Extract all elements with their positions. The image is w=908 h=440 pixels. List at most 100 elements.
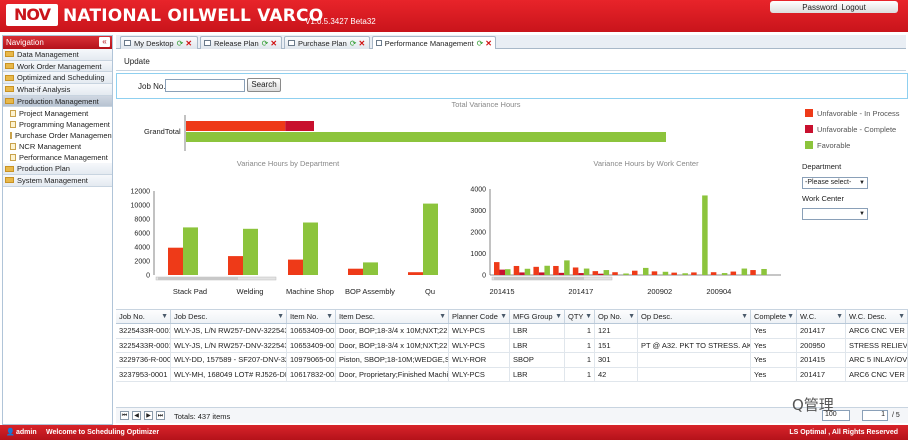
filter-icon[interactable]: ▼ xyxy=(898,313,905,320)
bar-dept-in-process xyxy=(348,268,363,275)
grid-body: 3225433R-0001 WLY-JS, L/N RW257-DNV-32254… xyxy=(116,324,908,382)
bar-dept-favorable xyxy=(183,227,198,275)
column-header-label: Job Desc. xyxy=(174,312,208,321)
nav-subitem-ncr-management[interactable]: NCR Management xyxy=(3,141,112,152)
search-button[interactable]: Search xyxy=(247,78,281,92)
bar-workcenter xyxy=(750,270,756,275)
table-row[interactable]: 3237953-0001 WLY-MH, 168049 LOT# RJ526-DN… xyxy=(116,367,908,382)
filter-icon[interactable]: ▼ xyxy=(836,313,843,320)
y-tick-label: 4000 xyxy=(134,245,150,252)
close-icon[interactable]: ✕ xyxy=(485,38,492,48)
first-page-icon[interactable]: ⏮ xyxy=(120,411,129,420)
nav-item-system-management[interactable]: System Management xyxy=(3,175,112,187)
column-header[interactable]: W.C. ▼ xyxy=(797,310,846,323)
column-header[interactable]: Op Desc. ▼ xyxy=(638,310,751,323)
work-center-select[interactable]: ▼ xyxy=(802,208,868,220)
refresh-icon[interactable]: ⟳ xyxy=(476,38,484,48)
table-cell: WLY-JS, L/N RW257-DNV-3225433 xyxy=(171,338,287,352)
x-tick-label: Stack Pad xyxy=(173,287,207,296)
x-tick-label: 201417 xyxy=(568,287,593,296)
nav-item-optimized-scheduling[interactable]: Optimized and Scheduling xyxy=(3,72,112,85)
nav-item-what-if-analysis[interactable]: What-if Analysis xyxy=(3,84,112,96)
table-cell: 151 xyxy=(595,338,638,352)
tab-my-desktop[interactable]: My Desktop ⟳ ✕ xyxy=(120,36,198,49)
column-header[interactable]: Planner Code ▼ xyxy=(449,310,510,323)
close-icon[interactable]: ✕ xyxy=(185,38,193,48)
password-button[interactable]: Password xyxy=(802,2,838,12)
column-header[interactable]: Item Desc. ▼ xyxy=(336,310,449,323)
filter-icon[interactable]: ▼ xyxy=(787,313,794,320)
column-header[interactable]: QTY ▼ xyxy=(565,310,595,323)
bar-dept-in-process xyxy=(288,259,303,275)
column-header[interactable]: Complete ▼ xyxy=(751,310,797,323)
bar-workcenter xyxy=(572,267,579,275)
search-bar: Job No. Search xyxy=(116,73,908,99)
department-select-value: -Please select- xyxy=(805,179,852,186)
nav-subitem-programming-management[interactable]: Programming Management xyxy=(3,119,112,130)
filter-icon[interactable]: ▼ xyxy=(439,313,446,320)
bar-workcenter xyxy=(632,270,638,275)
nav-item-work-order-management[interactable]: Work Order Management xyxy=(3,60,112,73)
filter-icon[interactable]: ▼ xyxy=(628,313,635,320)
bar-workcenter xyxy=(730,271,737,275)
filter-icon[interactable]: ▼ xyxy=(161,313,168,320)
tab-release-plan[interactable]: Release Plan ⟳ ✕ xyxy=(200,36,282,49)
nav-item-production-management[interactable]: Production Management xyxy=(3,95,112,108)
column-header[interactable]: Op No. ▼ xyxy=(595,310,638,323)
work-center-label: Work Center xyxy=(802,194,844,203)
nav-subitem-purchase-order-management[interactable]: Purchase Order Management xyxy=(3,130,112,141)
update-button[interactable]: Update xyxy=(124,57,150,66)
filter-icon[interactable]: ▼ xyxy=(277,313,284,320)
column-header[interactable]: MFG Group ▼ xyxy=(510,310,565,323)
column-header[interactable]: Job Desc. ▼ xyxy=(171,310,287,323)
bar-workcenter xyxy=(623,273,629,275)
table-row[interactable]: 3229736-R-0001 WLY-DD, 157589 - SF207-DNV… xyxy=(116,353,908,368)
job-no-input[interactable] xyxy=(165,79,245,92)
close-icon[interactable]: ✕ xyxy=(358,38,366,48)
table-cell: LBR xyxy=(510,338,565,352)
next-page-icon[interactable]: ▶ xyxy=(144,411,153,420)
nav-item-label: What-if Analysis xyxy=(17,84,71,94)
column-header[interactable]: Item No. ▼ xyxy=(287,310,336,323)
folder-icon xyxy=(5,51,14,58)
column-header[interactable]: Job No. ▼ xyxy=(116,310,171,323)
page-size-select[interactable]: 100 xyxy=(822,410,850,421)
table-cell: WLY-PCS xyxy=(449,324,510,338)
nav-subitem-performance-management[interactable]: Performance Management xyxy=(3,152,112,163)
table-row[interactable]: 3225433R-0001 WLY-JS, L/N RW257-DNV-32254… xyxy=(116,338,908,353)
table-cell: 10617832-001 xyxy=(287,367,336,381)
legend-swatch-complete xyxy=(805,125,813,133)
prev-page-icon[interactable]: ◀ xyxy=(132,411,141,420)
tab-purchase-plan[interactable]: Purchase Plan ⟳ ✕ xyxy=(284,36,370,49)
filter-icon[interactable]: ▼ xyxy=(585,313,592,320)
legend-swatch-in-process xyxy=(805,109,813,117)
filter-icon[interactable]: ▼ xyxy=(500,313,507,320)
bar-workcenter xyxy=(553,265,559,275)
filter-icon[interactable]: ▼ xyxy=(741,313,748,320)
nav-item-data-management[interactable]: Data Management xyxy=(3,49,112,61)
table-cell: WLY-JS, L/N RW257-DNV-3225433 xyxy=(171,324,287,338)
table-row[interactable]: 3225433R-0001 WLY-JS, L/N RW257-DNV-32254… xyxy=(116,324,908,339)
refresh-icon[interactable]: ⟳ xyxy=(176,38,184,48)
table-cell: WLY-PCS xyxy=(449,367,510,381)
filter-icon[interactable]: ▼ xyxy=(555,313,562,320)
logout-button[interactable]: Logout xyxy=(841,2,866,12)
nav-item-production-plan[interactable]: Production Plan xyxy=(3,163,112,176)
column-header[interactable]: W.C. Desc. ▼ xyxy=(846,310,908,323)
bar-workcenter xyxy=(564,260,570,275)
tab-performance-management[interactable]: Performance Management ⟳ ✕ xyxy=(372,36,496,49)
department-select[interactable]: -Please select- ▼ xyxy=(802,177,868,189)
page-number-input[interactable]: 1 xyxy=(862,410,888,421)
last-page-icon[interactable]: ⏭ xyxy=(156,411,165,420)
column-header-label: Complete xyxy=(754,312,787,321)
folder-icon xyxy=(5,177,14,184)
collapse-icon[interactable]: « xyxy=(99,37,110,47)
filter-icon[interactable]: ▼ xyxy=(326,313,333,320)
refresh-icon[interactable]: ⟳ xyxy=(261,38,269,48)
refresh-icon[interactable]: ⟳ xyxy=(349,38,357,48)
bar-workcenter xyxy=(494,262,500,275)
close-icon[interactable]: ✕ xyxy=(270,38,278,48)
folder-icon xyxy=(5,165,14,172)
nav-subitem-project-management[interactable]: Project Management xyxy=(3,107,112,118)
bar-workcenter xyxy=(702,195,708,275)
